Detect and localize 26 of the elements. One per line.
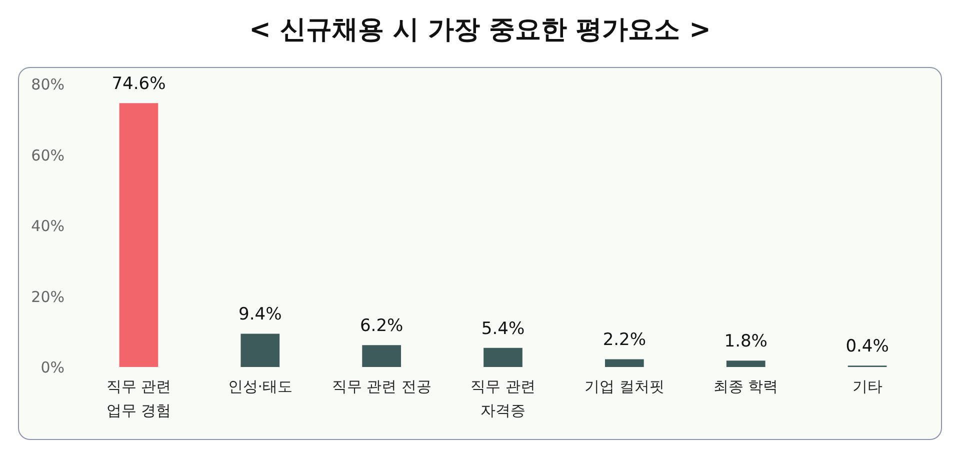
x-tick-label: 직무 관련 자격증	[470, 378, 536, 420]
bar	[484, 348, 522, 367]
chart-title: < 신규채용 시 가장 중요한 평가요소 >	[249, 15, 711, 46]
data-label: 5.4%	[481, 318, 525, 339]
y-tick-label: 80%	[31, 76, 64, 94]
bar	[362, 345, 401, 367]
bar	[240, 334, 280, 367]
data-label: 1.8%	[724, 332, 768, 352]
x-tick-label: 직무 관련 업무 경험	[106, 378, 172, 420]
x-tick-label: 인성·태도	[228, 378, 293, 396]
bar	[726, 360, 766, 367]
y-tick-label: 40%	[31, 217, 64, 235]
data-label: 6.2%	[360, 316, 404, 336]
x-tick-label: 최종 학력	[713, 378, 778, 396]
x-tick-label: 기타	[852, 378, 882, 396]
y-tick-label: 20%	[31, 288, 64, 306]
bar	[605, 359, 644, 367]
x-tick-label: 기업 컬처핏	[584, 378, 664, 396]
x-tick-label: 직무 관련 전공	[332, 378, 432, 396]
bar	[119, 103, 158, 367]
data-label: 9.4%	[238, 304, 282, 325]
y-tick-label: 60%	[31, 146, 64, 164]
data-label: 2.2%	[602, 330, 646, 350]
data-label: 0.4%	[846, 336, 889, 357]
data-label: 74.6%	[112, 74, 166, 94]
y-tick-label: 0%	[40, 358, 64, 376]
